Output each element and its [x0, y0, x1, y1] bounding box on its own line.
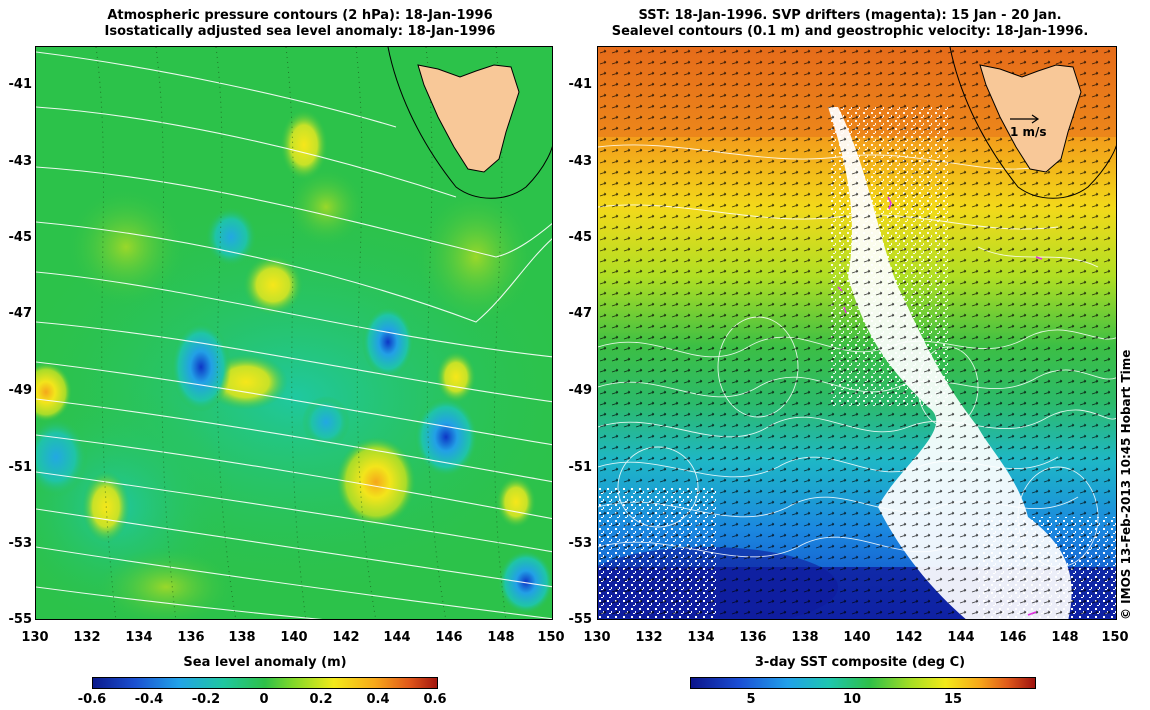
sea-level-anomaly-field — [36, 47, 552, 619]
right-colorbar-label: 3-day SST composite (deg C) — [754, 655, 966, 670]
left-xtick-130: 130 — [21, 630, 49, 645]
left-cb-tick-5: 0.4 — [366, 692, 390, 707]
left-ytick-51: -51 — [8, 460, 33, 475]
right-xtick-142: 142 — [895, 630, 923, 645]
left-xtick-140: 140 — [280, 630, 308, 645]
right-title-line1: SST: 18-Jan-1996. SVP drifters (magenta)… — [638, 8, 1062, 23]
left-cb-tick-4: 0.2 — [309, 692, 333, 707]
left-xtick-144: 144 — [383, 630, 411, 645]
right-xtick-138: 138 — [791, 630, 819, 645]
right-xtick-136: 136 — [739, 630, 767, 645]
left-xtick-148: 148 — [487, 630, 515, 645]
left-xtick-142: 142 — [332, 630, 360, 645]
right-ytick-47: -47 — [568, 306, 593, 321]
sea-level-colorbar — [92, 677, 438, 689]
velocity-scale-arrow — [1010, 114, 1040, 124]
right-ytick-43: -43 — [568, 154, 593, 169]
sst-map — [597, 46, 1117, 620]
left-xtick-132: 132 — [73, 630, 101, 645]
left-ytick-53: -53 — [8, 536, 33, 551]
left-title-line1: Atmospheric pressure contours (2 hPa): 1… — [107, 8, 493, 23]
right-xtick-150: 150 — [1101, 630, 1129, 645]
right-cb-tick-5: 5 — [746, 692, 756, 707]
left-ytick-55: -55 — [8, 612, 33, 627]
velocity-scale-label: 1 m/s — [1010, 125, 1047, 139]
right-ytick-45: -45 — [568, 230, 593, 245]
left-map-title: Atmospheric pressure contours (2 hPa): 1… — [40, 8, 560, 40]
right-ytick-51: -51 — [568, 460, 593, 475]
left-cb-tick-1: -0.4 — [134, 692, 164, 707]
right-xtick-140: 140 — [843, 630, 871, 645]
right-xtick-130: 130 — [583, 630, 611, 645]
left-cb-tick-2: -0.2 — [191, 692, 221, 707]
left-xtick-136: 136 — [177, 630, 205, 645]
sst-colorbar — [690, 677, 1036, 689]
right-ytick-41: -41 — [568, 77, 593, 92]
right-cb-tick-10: 10 — [842, 692, 862, 707]
right-xtick-146: 146 — [999, 630, 1027, 645]
left-xtick-134: 134 — [125, 630, 153, 645]
left-ytick-45: -45 — [8, 230, 33, 245]
right-ytick-53: -53 — [568, 536, 593, 551]
svp-drifter-tracks — [837, 196, 1043, 616]
right-xtick-148: 148 — [1051, 630, 1079, 645]
left-ytick-41: -41 — [8, 77, 33, 92]
right-ytick-49: -49 — [568, 383, 593, 398]
left-xtick-146: 146 — [435, 630, 463, 645]
sst-field — [598, 47, 1116, 619]
right-xtick-144: 144 — [947, 630, 975, 645]
left-cb-tick-0: -0.6 — [77, 692, 107, 707]
left-ytick-49: -49 — [8, 383, 33, 398]
left-ytick-43: -43 — [8, 154, 33, 169]
right-ytick-55: -55 — [568, 612, 593, 627]
tasmania-land — [417, 64, 520, 173]
left-cb-tick-6: 0.6 — [423, 692, 447, 707]
left-xtick-150: 150 — [537, 630, 565, 645]
sea-level-anomaly-map — [35, 46, 553, 620]
left-colorbar-label: Sea level anomaly (m) — [183, 655, 347, 670]
right-xtick-132: 132 — [635, 630, 663, 645]
left-xtick-138: 138 — [228, 630, 256, 645]
left-title-line2: Isostatically adjusted sea level anomaly… — [104, 24, 496, 39]
right-cb-tick-15: 15 — [943, 692, 963, 707]
left-ytick-47: -47 — [8, 306, 33, 321]
left-cb-tick-3: 0 — [259, 692, 269, 707]
right-map-title: SST: 18-Jan-1996. SVP drifters (magenta)… — [590, 8, 1110, 40]
right-title-line2: Sealevel contours (0.1 m) and geostrophi… — [611, 24, 1089, 39]
right-xtick-134: 134 — [687, 630, 715, 645]
imos-credit: © IMOS 13-Feb-2013 10:45 Hobart Time — [1119, 349, 1133, 620]
